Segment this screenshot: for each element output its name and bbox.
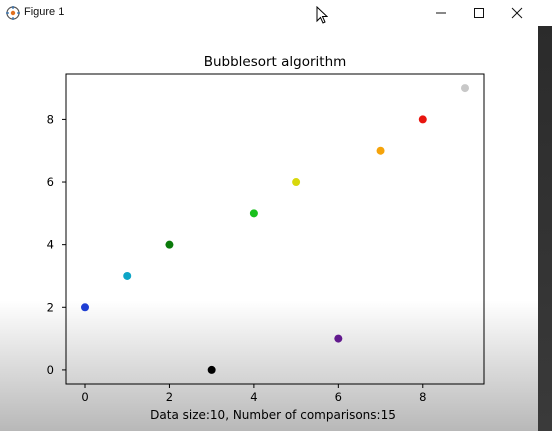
x-tick-label: 0	[81, 390, 88, 404]
close-button[interactable]	[496, 0, 538, 26]
x-tick-label: 6	[335, 390, 342, 404]
window-titlebar: Figure 1	[0, 0, 552, 26]
maximize-icon	[474, 8, 484, 18]
tick-marks: 0 2 4 6 8 0 2 4 6 8	[47, 112, 427, 404]
x-tick-label: 2	[166, 390, 173, 404]
y-tick-label: 0	[47, 363, 54, 377]
x-axis-label: Data size:10, Number of comparisons:15	[150, 408, 396, 422]
window-title: Figure 1	[24, 6, 65, 18]
figure-app-icon	[6, 6, 20, 20]
data-point	[81, 303, 89, 312]
data-point	[461, 84, 469, 93]
data-point	[334, 334, 343, 343]
mouse-cursor-icon	[316, 6, 328, 24]
chart-title: Bubblesort algorithm	[204, 54, 347, 70]
scatter-chart: 0 2 4 6 8 0 2 4 6 8 Bubblesort algorithm Data siz…	[47, 54, 485, 422]
data-point	[376, 146, 385, 155]
minimize-button[interactable]	[420, 0, 462, 26]
x-tick-label: 8	[419, 390, 426, 404]
y-tick-label: 6	[47, 175, 54, 189]
data-point	[292, 178, 301, 187]
minimize-icon	[436, 12, 446, 14]
data-points	[81, 84, 469, 374]
plot-frame	[65, 73, 485, 385]
data-point	[249, 209, 258, 218]
x-tick-label: 4	[250, 390, 257, 404]
background-window-edge	[538, 26, 552, 431]
axes	[65, 73, 485, 385]
y-tick-label: 8	[47, 112, 54, 126]
data-point	[207, 365, 216, 374]
maximize-button[interactable]	[458, 0, 500, 26]
figure-canvas: 0 2 4 6 8 0 2 4 6 8 Bubblesort algorithm Data siz…	[0, 26, 538, 431]
y-tick-label: 2	[47, 300, 54, 314]
data-point	[418, 115, 427, 124]
close-icon	[511, 7, 523, 19]
data-point	[165, 240, 174, 249]
y-tick-label: 4	[47, 238, 54, 252]
data-point	[123, 271, 132, 280]
